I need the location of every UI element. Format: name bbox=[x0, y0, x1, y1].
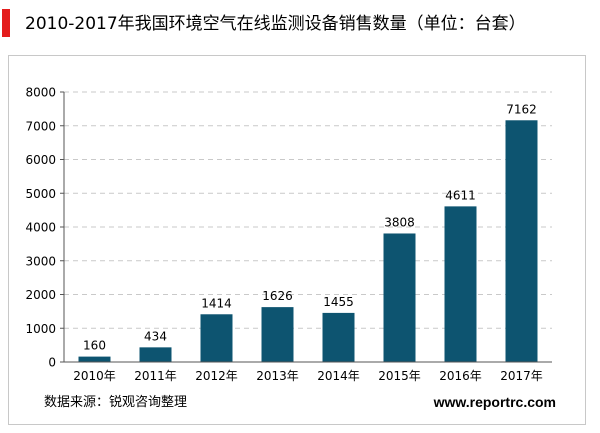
x-tick-label: 2010年 bbox=[73, 369, 116, 383]
x-tick-label: 2012年 bbox=[195, 369, 238, 383]
bar bbox=[322, 312, 355, 362]
chart-frame bbox=[8, 55, 586, 425]
x-tick-label: 2014年 bbox=[317, 369, 360, 383]
bar bbox=[139, 347, 172, 362]
y-tick-label: 4000 bbox=[25, 221, 56, 235]
y-tick-label: 6000 bbox=[25, 153, 56, 167]
bar bbox=[383, 233, 416, 362]
y-tick-label: 1000 bbox=[25, 322, 56, 336]
y-tick-label: 0 bbox=[48, 356, 56, 370]
bar bbox=[444, 206, 477, 362]
bar-value-label: 434 bbox=[144, 329, 167, 343]
x-tick-label: 2016年 bbox=[439, 369, 482, 383]
website-url: www.reportrc.com bbox=[433, 394, 556, 410]
bar bbox=[78, 356, 111, 362]
data-source-note: 数据来源：锐观咨询整理 bbox=[44, 395, 188, 410]
bar bbox=[261, 307, 294, 362]
gridlines bbox=[64, 91, 552, 329]
bar-value-label: 4611 bbox=[445, 188, 476, 202]
bar-value-label: 160 bbox=[83, 339, 106, 353]
bar-value-label: 1455 bbox=[323, 295, 354, 309]
bar bbox=[505, 120, 538, 362]
x-tick-label: 2017年 bbox=[500, 369, 543, 383]
axes bbox=[60, 91, 552, 363]
title-bar: 2010-2017年我国环境空气在线监测设备销售数量（单位：台套） bbox=[0, 0, 600, 50]
y-tick-label: 2000 bbox=[25, 288, 56, 302]
title-accent-bar bbox=[2, 9, 10, 37]
bar-value-label: 3808 bbox=[384, 215, 415, 229]
y-tick-label: 5000 bbox=[25, 187, 56, 201]
x-tick-label: 2013年 bbox=[256, 369, 299, 383]
x-axis-tick-labels: 2010年 2011年 2012年 2013年 2014年 2015年 2016年 2017年 bbox=[73, 369, 543, 383]
bar-value-label: 1414 bbox=[201, 296, 232, 310]
y-axis-tick-labels: 0 1000 2000 3000 4000 5000 6000 7000 8000 bbox=[25, 86, 56, 370]
bar-value-labels: 160 434 1414 1626 1455 3808 4611 7162 bbox=[83, 102, 537, 352]
y-tick-label: 7000 bbox=[25, 119, 56, 133]
y-tick-label: 8000 bbox=[25, 86, 56, 100]
bar-value-label: 7162 bbox=[506, 102, 537, 116]
x-tick-label: 2011年 bbox=[134, 369, 177, 383]
chart-title: 2010-2017年我国环境空气在线监测设备销售数量（单位：台套） bbox=[25, 14, 526, 34]
x-tick-label: 2015年 bbox=[378, 369, 421, 383]
bars bbox=[78, 120, 538, 362]
bar bbox=[200, 314, 233, 362]
y-tick-label: 3000 bbox=[25, 254, 56, 268]
bar-value-label: 1626 bbox=[262, 289, 293, 303]
